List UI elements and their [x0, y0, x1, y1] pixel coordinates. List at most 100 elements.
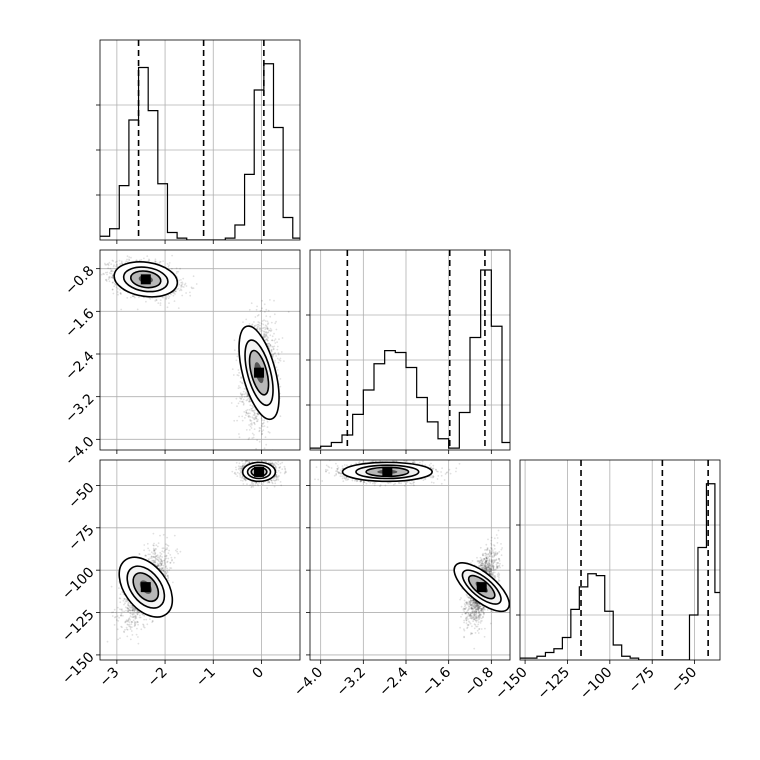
- point: [264, 326, 266, 329]
- point: [274, 352, 276, 354]
- point: [154, 557, 157, 559]
- point: [271, 355, 274, 358]
- point: [116, 615, 119, 617]
- point: [129, 609, 132, 612]
- point: [105, 263, 108, 266]
- point: [268, 342, 270, 345]
- point: [181, 285, 184, 288]
- point: [159, 260, 162, 263]
- point: [260, 417, 263, 420]
- point: [236, 419, 239, 422]
- point: [155, 298, 158, 301]
- point: [256, 324, 259, 326]
- point: [130, 256, 132, 259]
- point: [153, 548, 156, 551]
- point: [253, 321, 255, 323]
- point: [108, 275, 111, 278]
- point: [154, 548, 157, 550]
- point: [180, 284, 183, 287]
- point: [140, 628, 143, 631]
- point: [263, 332, 266, 335]
- point: [153, 549, 155, 552]
- point: [120, 625, 123, 628]
- point: [247, 438, 250, 441]
- point: [107, 264, 110, 267]
- point: [242, 404, 245, 406]
- point: [130, 621, 133, 623]
- point: [131, 621, 133, 623]
- point: [162, 296, 164, 299]
- point: [116, 606, 119, 609]
- point: [152, 561, 155, 564]
- point: [161, 567, 163, 569]
- panel-1-0: −4.0−3.2−2.4−1.6−0.8: [62, 249, 301, 469]
- point: [166, 544, 169, 546]
- point: [277, 374, 280, 376]
- point: [117, 293, 119, 296]
- point: [160, 559, 163, 562]
- point: [269, 345, 271, 348]
- point: [126, 607, 129, 609]
- point: [267, 309, 270, 312]
- point: [253, 422, 256, 424]
- point: [248, 399, 251, 401]
- point: [152, 556, 154, 558]
- point: [250, 409, 253, 412]
- point: [142, 613, 145, 616]
- point: [249, 412, 251, 415]
- point: [154, 261, 157, 263]
- panel-1-1: [306, 249, 511, 454]
- point: [129, 606, 131, 609]
- point: [128, 258, 130, 261]
- scatter-points: [98, 254, 290, 450]
- point: [119, 288, 121, 291]
- point: [241, 400, 244, 403]
- panel-frame: [309, 249, 511, 451]
- point: [151, 619, 154, 622]
- point: [256, 328, 259, 330]
- point: [272, 354, 274, 356]
- point: [258, 430, 261, 433]
- mode-marker-1: [254, 367, 265, 378]
- point: [147, 260, 150, 262]
- point: [135, 608, 137, 611]
- point: [133, 613, 136, 615]
- point: [127, 607, 129, 610]
- point: [168, 295, 171, 298]
- point: [134, 609, 137, 611]
- point: [163, 571, 166, 574]
- point: [110, 269, 113, 271]
- panel-frame: [99, 249, 301, 451]
- point: [159, 558, 162, 560]
- point: [136, 308, 139, 311]
- point: [111, 288, 114, 291]
- point: [246, 409, 249, 411]
- point: [238, 371, 241, 374]
- point: [163, 559, 166, 562]
- point: [263, 447, 266, 450]
- point: [111, 288, 114, 291]
- point: [126, 635, 129, 638]
- point: [133, 610, 136, 613]
- point: [270, 349, 273, 352]
- point: [119, 292, 122, 294]
- point: [135, 615, 138, 618]
- point: [154, 260, 157, 263]
- point: [266, 331, 269, 334]
- point: [161, 562, 164, 564]
- point: [254, 415, 257, 418]
- point: [279, 378, 282, 380]
- point: [136, 613, 139, 616]
- point: [154, 556, 156, 558]
- point: [269, 344, 272, 347]
- point: [142, 624, 145, 627]
- point: [171, 254, 174, 257]
- point: [242, 398, 245, 401]
- point: [258, 327, 261, 330]
- point: [151, 621, 154, 623]
- point: [159, 302, 162, 304]
- point: [98, 286, 100, 288]
- point: [249, 404, 252, 407]
- point: [123, 610, 125, 613]
- point: [237, 402, 240, 405]
